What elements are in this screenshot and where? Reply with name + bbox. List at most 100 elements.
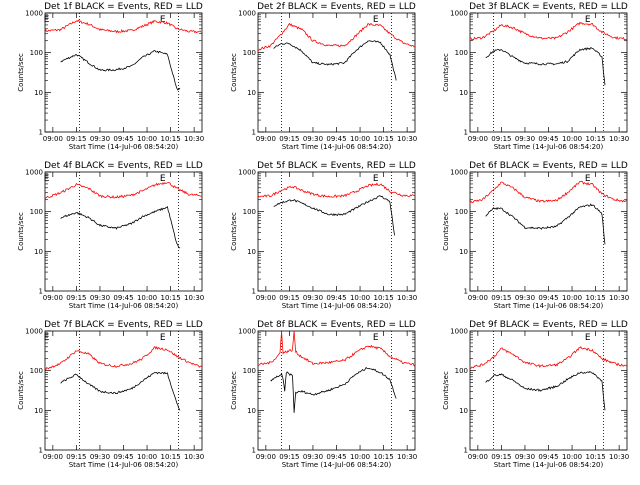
plot-frame: [469, 330, 628, 451]
eclipse-annotation: E: [373, 174, 379, 184]
y-axis-label: Counts/sec: [230, 53, 238, 92]
x-axis-label: Start Time (14-Jul-06 08:54:20): [494, 461, 604, 469]
y-tick-label: 1: [39, 129, 43, 137]
y-tick-label: 100: [30, 367, 43, 375]
x-tick-label: 10:30: [397, 135, 417, 143]
y-tick-label: 100: [30, 208, 43, 216]
plot-frame: [257, 12, 416, 133]
eclipse-annotation: E: [160, 174, 166, 184]
lld-series-line: [44, 181, 203, 200]
x-tick-label: 10:00: [562, 135, 582, 143]
y-tick-label: 10: [459, 407, 468, 415]
x-tick-label: 09:15: [66, 294, 86, 302]
chart-panel-1: Det 1f BLACK = Events, RED = LLD 1 10 100 10…: [17, 2, 204, 151]
x-tick-label: 10:30: [184, 135, 204, 143]
x-tick-label: 10:00: [562, 453, 582, 461]
eclipse-annotation: E: [160, 333, 166, 343]
x-tick-label: 09:30: [515, 135, 535, 143]
y-tick-label: 1000: [450, 10, 468, 18]
x-tick-label: 09:30: [303, 135, 323, 143]
events-series-line: [273, 40, 397, 81]
y-tick-label: 1000: [25, 10, 43, 18]
lld-series-line: [44, 345, 203, 371]
plot-frame: [257, 171, 416, 292]
y-tick-label: 1000: [25, 169, 43, 177]
events-series-line: [273, 195, 395, 236]
eclipse-annotation: E: [373, 15, 379, 25]
x-tick-label: 10:30: [397, 294, 417, 302]
x-tick-label: 09:45: [326, 135, 346, 143]
eclipse-annotation: E: [160, 15, 166, 25]
chart-panel-6: Det 6f BLACK = Events, RED = LLD 1 10 100 10…: [442, 161, 629, 310]
x-axis-label: Start Time (14-Jul-06 08:54:20): [69, 302, 179, 310]
events-series-line: [485, 203, 606, 245]
y-tick-label: 10: [34, 89, 43, 97]
x-tick-label: 09:45: [326, 453, 346, 461]
events-series-line: [485, 370, 606, 411]
y-tick-label: 100: [455, 208, 468, 216]
x-axis-label: Start Time (14-Jul-06 08:54:20): [282, 461, 392, 469]
y-tick-label: 100: [455, 367, 468, 375]
x-tick-label: 10:00: [350, 453, 370, 461]
x-tick-label: 10:00: [350, 294, 370, 302]
y-axis-label: Counts/sec: [17, 212, 25, 251]
x-tick-label: 10:30: [184, 453, 204, 461]
x-tick-label: 09:00: [43, 294, 63, 302]
chart-title: Det 3f BLACK = Events, RED = LLD: [469, 2, 628, 12]
x-axis-label: Start Time (14-Jul-06 08:54:20): [282, 302, 392, 310]
events-series-line: [60, 50, 181, 91]
x-tick-label: 10:00: [137, 294, 157, 302]
chart-panel-5: Det 5f BLACK = Events, RED = LLD 1 10 100 10…: [230, 161, 417, 310]
x-tick-label: 10:15: [586, 453, 606, 461]
x-tick-label: 10:00: [350, 135, 370, 143]
y-axis-label: Counts/sec: [442, 371, 450, 410]
y-tick-label: 10: [34, 248, 43, 256]
x-tick-label: 09:00: [468, 453, 488, 461]
x-tick-label: 10:15: [374, 453, 394, 461]
y-tick-label: 10: [247, 407, 256, 415]
eclipse-annotation: E: [44, 15, 50, 25]
y-tick-label: 10: [459, 248, 468, 256]
x-tick-label: 10:15: [586, 135, 606, 143]
y-tick-label: 1: [464, 447, 468, 455]
y-axis-label: Counts/sec: [230, 371, 238, 410]
y-tick-label: 1: [464, 288, 468, 296]
x-tick-label: 10:00: [137, 453, 157, 461]
events-series-line: [270, 366, 397, 413]
chart-title: Det 5f BLACK = Events, RED = LLD: [257, 161, 416, 171]
y-tick-label: 1: [252, 447, 256, 455]
y-tick-label: 100: [455, 49, 468, 57]
x-tick-label: 09:30: [90, 453, 110, 461]
x-tick-label: 09:00: [43, 453, 63, 461]
x-tick-label: 09:15: [491, 135, 511, 143]
eclipse-annotation: E: [585, 174, 591, 184]
x-tick-label: 09:30: [90, 294, 110, 302]
y-tick-label: 100: [243, 49, 256, 57]
lld-series-line: [257, 330, 416, 367]
x-axis-label: Start Time (14-Jul-06 08:54:20): [494, 143, 604, 151]
y-tick-label: 10: [247, 89, 256, 97]
x-tick-label: 09:00: [468, 294, 488, 302]
eclipse-annotation: E: [44, 174, 50, 184]
y-tick-label: 1: [252, 288, 256, 296]
x-tick-label: 09:45: [326, 294, 346, 302]
x-tick-label: 09:15: [66, 453, 86, 461]
x-tick-label: 09:15: [66, 135, 86, 143]
chart-panel-3: Det 3f BLACK = Events, RED = LLD 1 10 100 10…: [442, 2, 629, 151]
x-tick-label: 10:30: [609, 294, 629, 302]
y-tick-label: 1000: [25, 328, 43, 336]
events-series-line: [485, 47, 606, 86]
eclipse-annotation: E: [44, 333, 50, 343]
x-tick-label: 10:15: [374, 135, 394, 143]
x-tick-label: 10:30: [184, 294, 204, 302]
y-axis-label: Counts/sec: [442, 212, 450, 251]
x-tick-label: 09:00: [256, 135, 276, 143]
y-tick-label: 1: [39, 288, 43, 296]
y-tick-label: 1000: [450, 328, 468, 336]
x-tick-label: 09:15: [491, 453, 511, 461]
x-tick-label: 09:00: [256, 453, 276, 461]
x-tick-label: 09:45: [113, 453, 133, 461]
x-tick-label: 09:45: [113, 135, 133, 143]
